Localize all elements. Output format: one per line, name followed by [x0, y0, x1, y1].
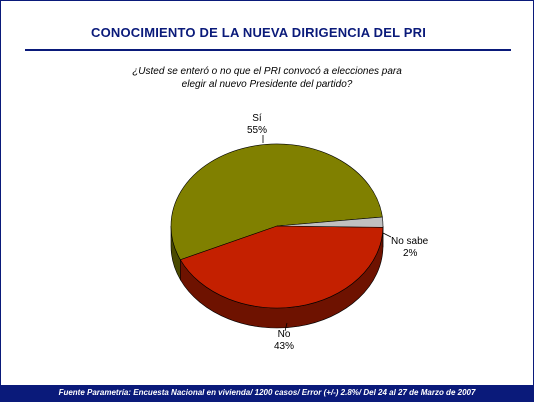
slice-label-1: No — [278, 329, 291, 340]
source-footer: Fuente Parametría: Encuesta Nacional en … — [1, 385, 533, 401]
question-line-2: elegir al nuevo Presidente del partido? — [181, 79, 353, 90]
leader-line-1 — [284, 322, 288, 332]
pie-slices — [170, 143, 384, 309]
pie-leader-lines — [262, 135, 392, 332]
question-line-1: ¿Usted se enteró o no que el PRI convocó… — [132, 66, 402, 77]
leader-line-2 — [382, 232, 392, 238]
slice-label-0: Sí — [252, 113, 262, 124]
slice-label-2: No sabe — [391, 236, 429, 247]
chart-title: CONOCIMIENTO DE LA NUEVA DIRIGENCIA DEL … — [91, 25, 427, 40]
title-underline — [25, 49, 511, 51]
slice-value-0: 55% — [247, 125, 267, 136]
pie-slice-2 — [276, 216, 384, 228]
survey-question: ¿Usted se enteró o no que el PRI convocó… — [1, 65, 533, 91]
slice-value-2: 2% — [403, 248, 418, 259]
pie-slice-0 — [170, 143, 383, 261]
pie-slice-1 — [179, 225, 384, 309]
slice-value-1: 43% — [274, 341, 294, 352]
